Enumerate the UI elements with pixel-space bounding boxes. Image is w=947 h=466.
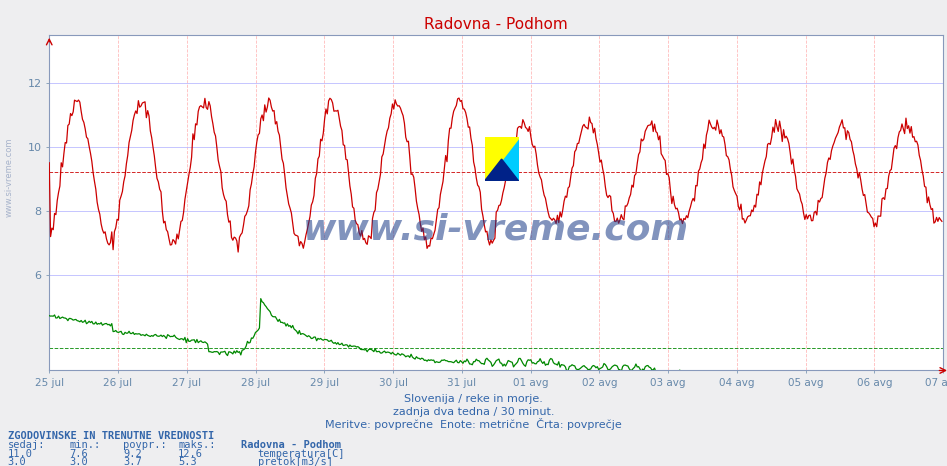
Text: maks.:: maks.: <box>178 440 216 450</box>
Text: ZGODOVINSKE IN TRENUTNE VREDNOSTI: ZGODOVINSKE IN TRENUTNE VREDNOSTI <box>8 431 214 441</box>
Polygon shape <box>485 137 519 181</box>
Polygon shape <box>485 137 519 181</box>
Text: 11.0: 11.0 <box>8 449 32 459</box>
Text: povpr.:: povpr.: <box>123 440 167 450</box>
Text: www.si-vreme.com: www.si-vreme.com <box>303 212 689 247</box>
Text: 3.7: 3.7 <box>123 457 142 466</box>
Text: sedaj:: sedaj: <box>8 440 45 450</box>
Title: Radovna - Podhom: Radovna - Podhom <box>424 17 568 33</box>
Polygon shape <box>485 137 519 181</box>
Text: 5.3: 5.3 <box>178 457 197 466</box>
Text: Meritve: povprečne  Enote: metrične  Črta: povprečje: Meritve: povprečne Enote: metrične Črta:… <box>325 418 622 430</box>
Text: Radovna - Podhom: Radovna - Podhom <box>241 440 342 450</box>
Text: min.:: min.: <box>69 440 100 450</box>
Polygon shape <box>485 137 519 181</box>
Text: 3.0: 3.0 <box>8 457 27 466</box>
Text: 9.2: 9.2 <box>123 449 142 459</box>
Text: zadnja dva tedna / 30 minut.: zadnja dva tedna / 30 minut. <box>393 407 554 417</box>
Text: pretok[m3/s]: pretok[m3/s] <box>258 457 332 466</box>
Text: temperatura[C]: temperatura[C] <box>258 449 345 459</box>
Polygon shape <box>485 159 519 181</box>
Text: www.si-vreme.com: www.si-vreme.com <box>5 137 14 217</box>
Text: 3.0: 3.0 <box>69 457 88 466</box>
Text: Slovenija / reke in morje.: Slovenija / reke in morje. <box>404 394 543 404</box>
Text: 7.6: 7.6 <box>69 449 88 459</box>
Text: 12.6: 12.6 <box>178 449 203 459</box>
